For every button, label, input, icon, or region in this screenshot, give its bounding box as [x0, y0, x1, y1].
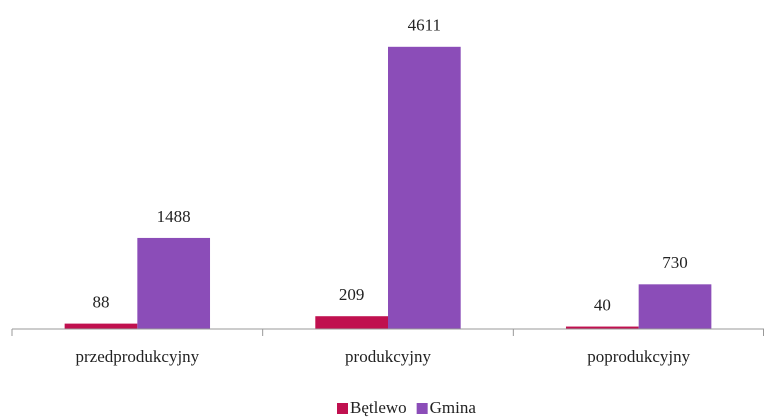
bar — [315, 316, 388, 329]
x-tick-label: poprodukcyjny — [587, 347, 690, 366]
bar — [565, 326, 639, 329]
bar — [388, 46, 461, 330]
legend-label: Gmina — [430, 398, 477, 417]
x-tick-label: produkcyjny — [345, 347, 431, 366]
bar — [638, 284, 712, 329]
data-label: 40 — [594, 295, 611, 314]
data-label: 88 — [92, 293, 109, 312]
data-label: 209 — [339, 285, 365, 304]
data-label: 4611 — [408, 16, 441, 35]
legend-label: Bętlewo — [350, 398, 407, 417]
legend-swatch — [337, 403, 348, 414]
bar — [64, 323, 138, 329]
x-tick-label: przedprodukcyjny — [75, 347, 199, 366]
legend-swatch — [416, 403, 428, 414]
data-label: 1488 — [157, 207, 191, 226]
bar — [137, 237, 211, 329]
data-label: 730 — [662, 253, 688, 272]
